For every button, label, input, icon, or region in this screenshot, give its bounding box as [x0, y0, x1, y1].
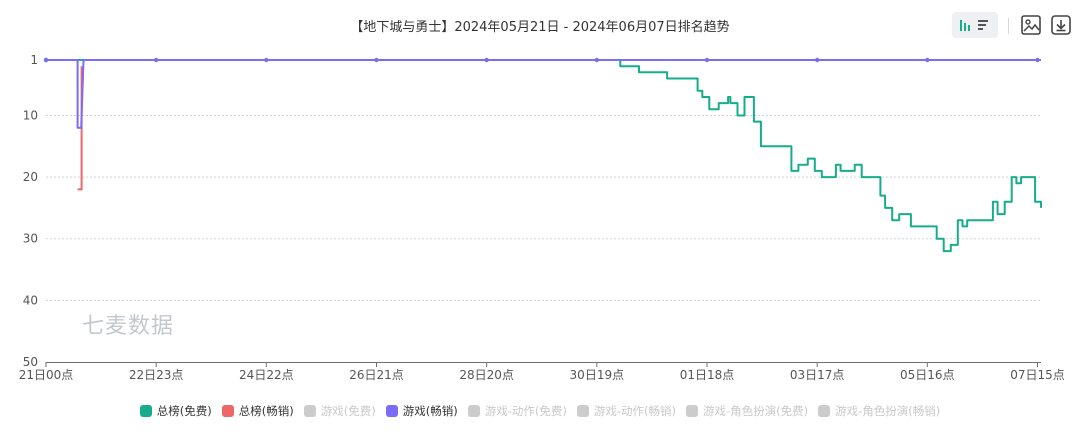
series-lines	[43, 57, 1042, 253]
x-tick-label: 05日16点	[900, 368, 955, 382]
series-line-1	[77, 66, 83, 191]
y-tick-label: 1	[30, 53, 38, 67]
legend-swatch	[818, 405, 831, 417]
x-tick-label: 07日15点	[1010, 368, 1065, 382]
x-tick-label: 26日21点	[349, 368, 404, 382]
legend: 总榜(免费) 总榜(畅销) 游戏(免费) 游戏(畅销) 游戏-动作(免费) 游戏-动作(畅…	[0, 403, 1080, 419]
chart-title: 【地下城与勇士】2024年05月21日 - 2024年06月07日排名趋势	[350, 20, 730, 35]
series-point	[43, 57, 49, 63]
series-point	[814, 57, 820, 63]
legend-label: 总榜(免费)	[156, 404, 212, 418]
legend-item[interactable]: 游戏(畅销)	[385, 403, 458, 419]
chart-type-toggle[interactable]	[952, 12, 998, 38]
legend-swatch	[576, 405, 589, 417]
y-tick-label: 30	[23, 232, 38, 246]
legend-item[interactable]: 总榜(免费)	[139, 403, 212, 419]
grid-lines	[46, 114, 1041, 301]
legend-item[interactable]: 游戏-动作(免费)	[467, 403, 567, 419]
bar-chart-icon[interactable]	[957, 17, 993, 33]
x-tick-label: 28日20点	[459, 368, 514, 382]
legend-swatch	[221, 405, 234, 417]
series-point	[704, 57, 710, 63]
legend-label: 游戏(免费)	[320, 404, 376, 418]
x-tick-label: 30日19点	[570, 368, 625, 382]
legend-label: 游戏-角色扮演(免费)	[702, 404, 809, 418]
legend-swatch	[467, 405, 480, 417]
toolbar-divider	[1008, 18, 1009, 34]
watermark: 七麦数据	[82, 314, 175, 339]
series-point	[1035, 57, 1040, 63]
y-tick-label: 50	[23, 355, 38, 369]
legend-swatch	[685, 405, 698, 417]
legend-swatch	[139, 405, 152, 417]
legend-item[interactable]: 游戏(免费)	[303, 403, 376, 419]
legend-item[interactable]: 总榜(畅销)	[221, 403, 294, 419]
download-button[interactable]	[1048, 12, 1074, 38]
y-tick-label: 20	[23, 170, 38, 184]
series-line-3	[46, 59, 1041, 129]
x-tick-label: 03日17点	[790, 368, 845, 382]
legend-label: 总榜(畅销)	[238, 404, 294, 418]
legend-swatch	[303, 405, 316, 417]
series-point	[374, 57, 379, 63]
legend-label: 游戏-动作(畅销)	[593, 404, 676, 418]
x-tick-label: 22日23点	[129, 368, 184, 382]
series-point	[43, 57, 49, 63]
x-tick-label: 24日22点	[239, 368, 294, 382]
x-tick-label: 21日00点	[19, 368, 74, 382]
series-point	[153, 57, 159, 63]
save-image-button[interactable]	[1018, 12, 1044, 38]
series-point	[925, 57, 930, 63]
y-tick-label: 40	[23, 293, 38, 307]
series-point	[264, 57, 269, 63]
download-icon	[1051, 15, 1071, 35]
series-point	[594, 57, 600, 63]
image-icon	[1021, 15, 1041, 35]
legend-label: 游戏-角色扮演(畅销)	[835, 404, 941, 418]
legend-item[interactable]: 游戏-角色扮演(畅销)	[818, 403, 940, 419]
series-line-0	[46, 59, 1042, 253]
legend-swatch	[385, 405, 398, 417]
legend-label: 游戏-动作(免费)	[484, 404, 567, 418]
legend-item[interactable]: 游戏-动作(畅销)	[576, 403, 676, 419]
series-point	[484, 57, 489, 63]
legend-item[interactable]: 游戏-角色扮演(免费)	[685, 403, 809, 419]
y-tick-label: 10	[23, 108, 38, 122]
x-tick-label: 01日18点	[680, 368, 735, 382]
legend-label: 游戏(畅销)	[402, 404, 458, 418]
